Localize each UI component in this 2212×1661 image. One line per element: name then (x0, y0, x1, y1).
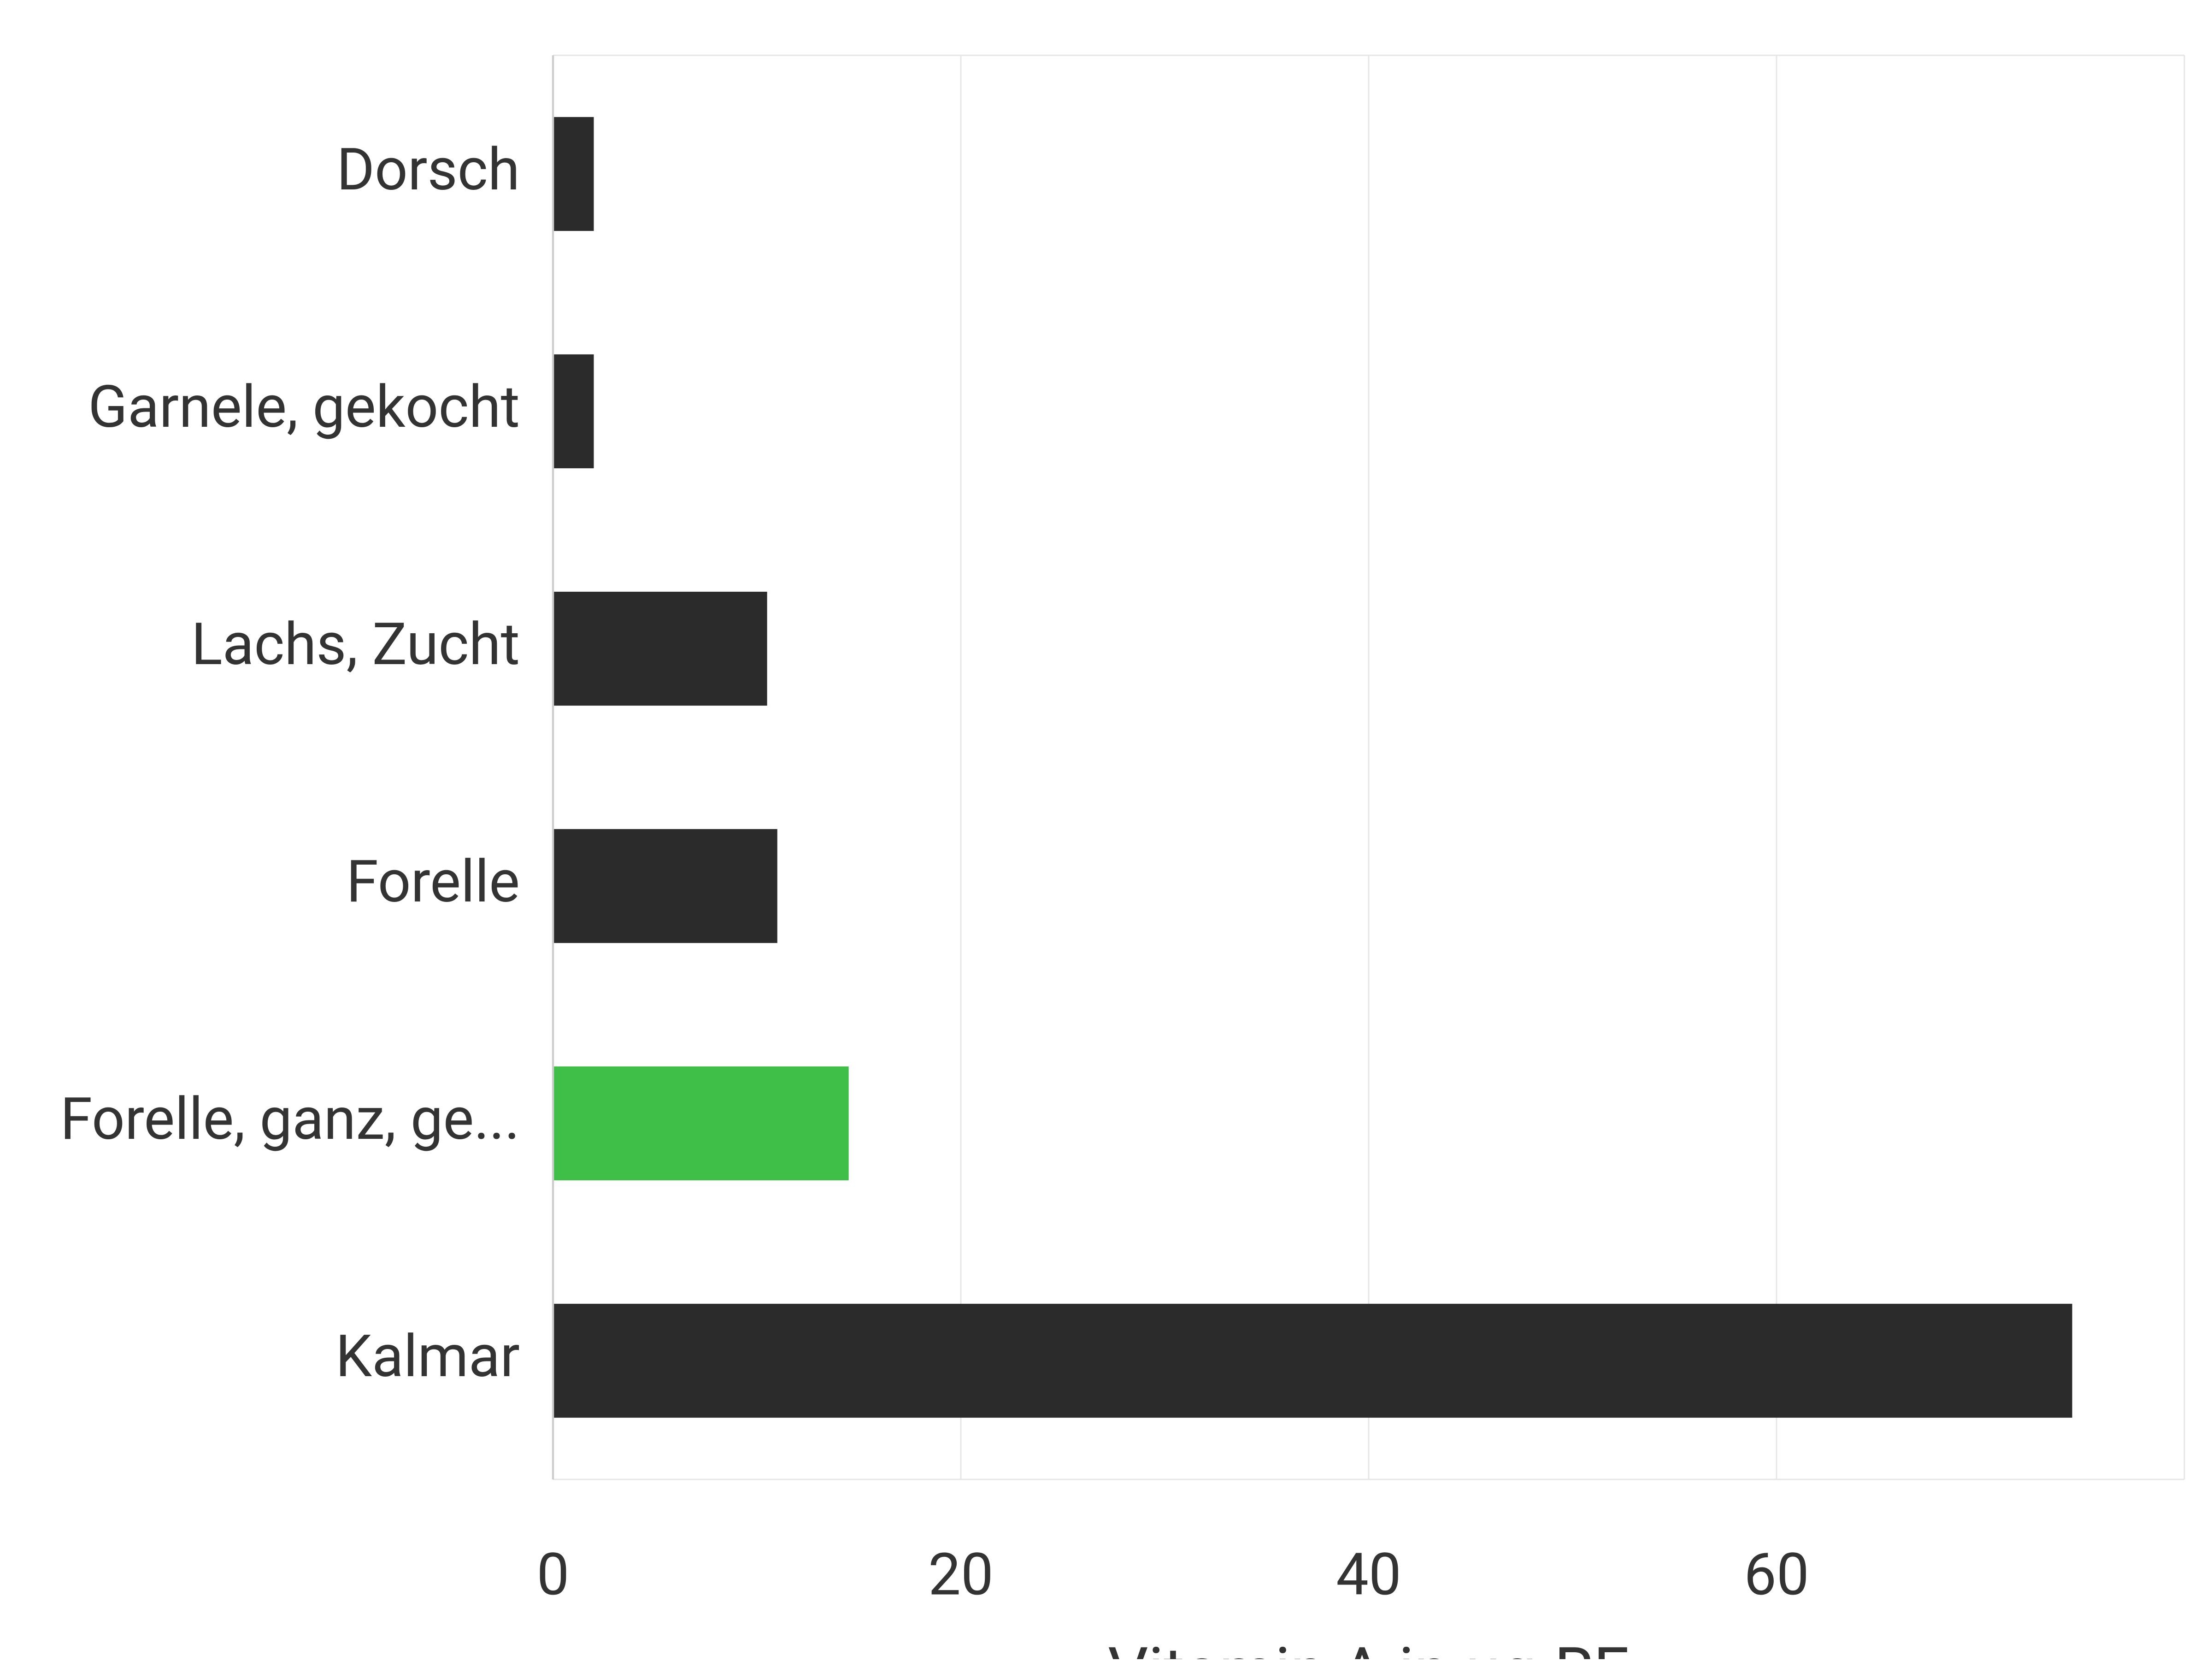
bar (553, 1304, 2072, 1418)
x-tick-label: 60 (1744, 1541, 1809, 1609)
category-label: Forelle (346, 848, 520, 916)
x-tick-label: 0 (537, 1541, 570, 1609)
category-label: Garnele, gekocht (88, 373, 520, 441)
category-label: Kalmar (335, 1322, 520, 1390)
bar (553, 354, 594, 468)
category-label: Forelle, ganz, ge... (60, 1085, 520, 1153)
bar (553, 829, 777, 943)
x-tick-label: 40 (1336, 1541, 1401, 1609)
vitamin-a-chart: Dorsch Garnele, gekocht Lachs, Zucht Forell… (0, 0, 2212, 1659)
category-label: Dorsch (336, 135, 520, 204)
category-label: Lachs, Zucht (191, 610, 520, 678)
x-tick-label: 20 (928, 1541, 994, 1609)
bar (553, 1066, 849, 1180)
bar (553, 592, 767, 706)
bar (553, 117, 594, 231)
x-axis-title: Vitamin A in µg-RE (1108, 1633, 1630, 1659)
